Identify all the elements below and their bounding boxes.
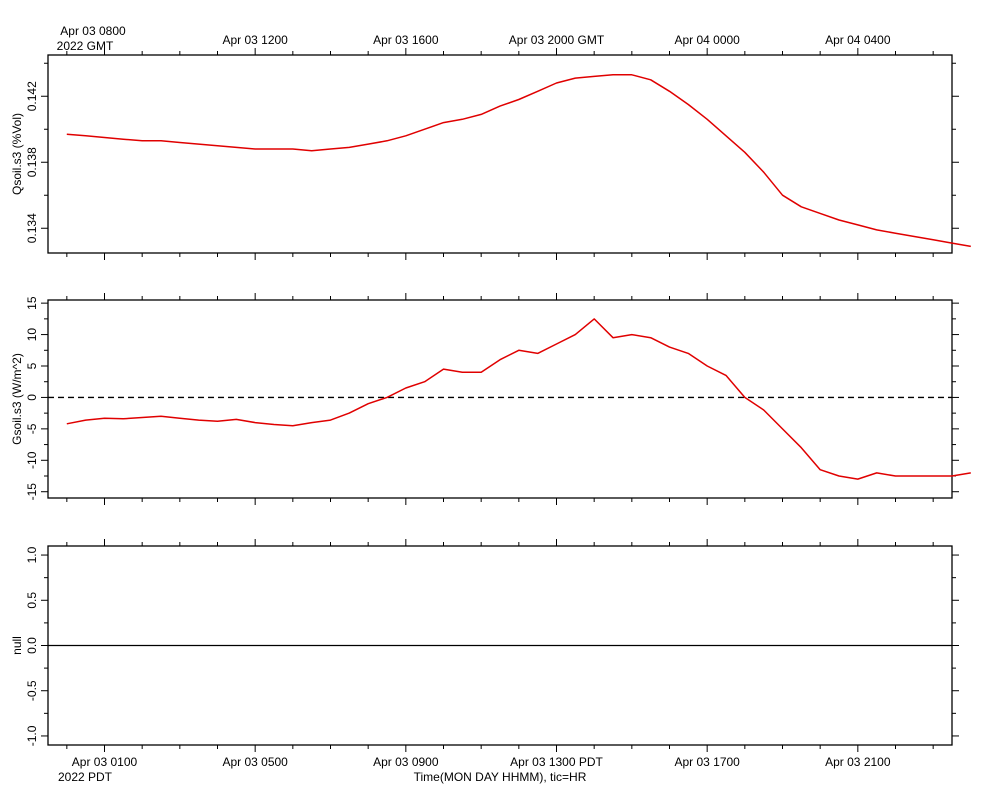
bottom-axis-tick-label: Apr 03 0900 (373, 755, 439, 769)
panel-3: -1.0 -0.5 0.0 0.5 1.0 null (10, 539, 959, 752)
top-axis-tick-label: Apr 03 2000 GMT (509, 33, 605, 47)
y-axis-label: Gsoil.s3 (W/m^2) (10, 353, 24, 445)
top-axis-tick-label: Apr 03 1600 (373, 33, 439, 47)
top-axis-tick-label: Apr 03 1200 (222, 33, 288, 47)
bottom-axis-tick-label: Apr 03 1700 (674, 755, 740, 769)
y-axis-label: null (10, 636, 24, 655)
y-tick-label: -15 (25, 483, 39, 501)
y-tick-label: 0 (25, 394, 39, 401)
y-tick-label: 0.142 (25, 81, 39, 111)
y-tick-label: -1.0 (25, 725, 39, 746)
y-tick-label: 15 (25, 296, 39, 310)
bottom-axis-tick-label: Apr 03 0100 (72, 755, 138, 769)
top-axis-tick-label: Apr 04 0000 (674, 33, 740, 47)
y-tick-label: 5 (25, 362, 39, 369)
y-tick-label: 1.0 (25, 546, 39, 563)
y-axis-label: Qsoil.s3 (%Vol) (10, 113, 24, 195)
bottom-axis-tick-label: Apr 03 1300 PDT (510, 755, 603, 769)
y-tick-label: 0.0 (25, 637, 39, 654)
y-tick-label: 0.134 (25, 213, 39, 243)
x-axis-title: Time(MON DAY HHMM), tic=HR (414, 770, 587, 784)
y-tick-label: 0.138 (25, 147, 39, 177)
y-tick-label: -10 (25, 451, 39, 469)
y-tick-label: -0.5 (25, 680, 39, 701)
panel-frame (47, 54, 953, 254)
top-axis-corner-label-2: 2022 GMT (57, 39, 114, 53)
top-axis-corner-label-1: Apr 03 0800 (60, 24, 126, 38)
panel-frame (47, 299, 953, 499)
y-tick-label: 0.5 (25, 592, 39, 609)
y-tick-label: -5 (25, 423, 39, 434)
bottom-axis-tick-label: Apr 03 0500 (222, 755, 288, 769)
y-tick-label: 10 (25, 328, 39, 342)
bottom-axis-tick-label: Apr 03 2100 (825, 755, 891, 769)
series-line-gsoil-s3 (66, 318, 971, 480)
top-axis-tick-label: Apr 04 0400 (825, 33, 891, 47)
panel-2: -15 -10 -5 0 5 10 15 Gsoil.s3 (W/m^2) (10, 293, 971, 505)
series-line-qsoil-s3 (66, 74, 971, 248)
bottom-axis-year-label: 2022 PDT (58, 770, 113, 784)
